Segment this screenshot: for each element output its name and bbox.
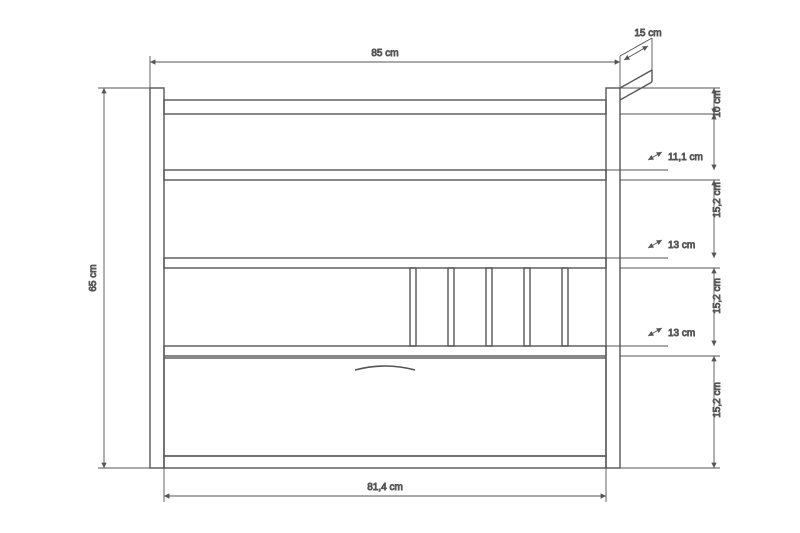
furniture-body — [150, 70, 652, 468]
dim-top-depth: 15 cm — [634, 28, 661, 39]
dim-bottom-width: 81,4 cm — [367, 482, 403, 493]
shelf-2 — [164, 258, 606, 268]
left-post — [150, 88, 164, 468]
drawer-handle — [355, 366, 415, 370]
bottom-rail — [164, 456, 606, 468]
slats — [410, 268, 568, 346]
dim-right-d1: 11,1 cm — [668, 152, 703, 163]
dim-left-height: 65 cm — [88, 264, 99, 291]
technical-drawing: 85 cm 15 cm 10 cm 11,1 cm 15,2 cm 13 cm … — [0, 0, 800, 533]
drawer-front — [164, 358, 606, 456]
shelf-1 — [164, 170, 606, 180]
dim-right-d3: 13 cm — [668, 328, 695, 339]
dim-top-width: 85 cm — [371, 48, 398, 59]
dim-right-d2: 13 cm — [668, 240, 695, 251]
top-rail — [164, 100, 606, 114]
dimension-lines: 85 cm 15 cm 10 cm 11,1 cm 15,2 cm 13 cm … — [88, 28, 723, 502]
shelf-3 — [164, 346, 606, 356]
right-post — [606, 88, 620, 468]
dim-right-top-gap: 10 cm — [712, 90, 723, 117]
